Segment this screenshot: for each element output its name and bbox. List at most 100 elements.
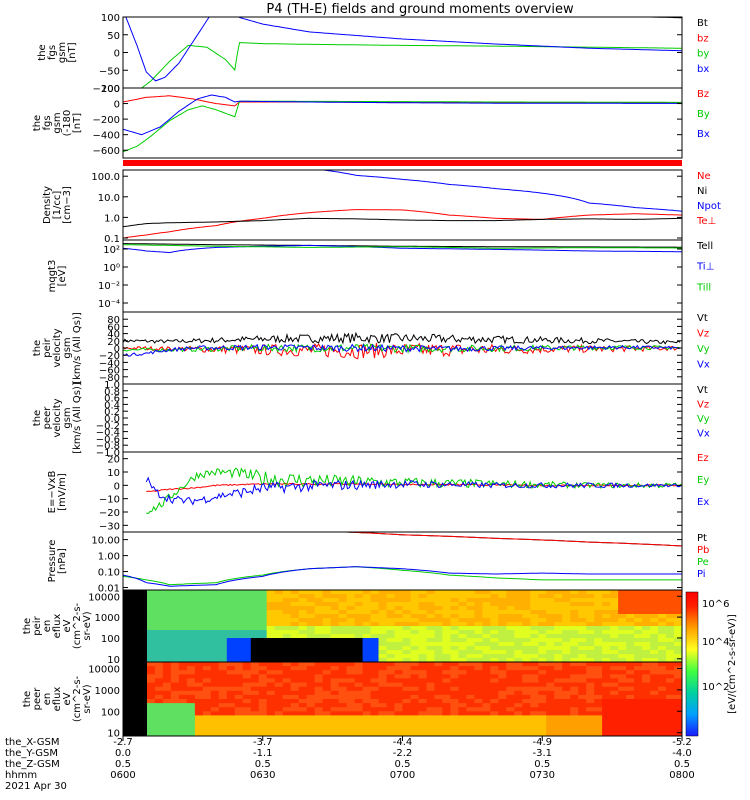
heatmap-cell bbox=[658, 622, 667, 627]
heatmap-cell bbox=[666, 658, 675, 662]
heatmap-cell bbox=[194, 678, 204, 684]
heatmap-cell bbox=[466, 719, 475, 725]
heatmap-cell bbox=[618, 727, 627, 733]
heatmap-cell bbox=[330, 682, 340, 688]
heatmap-cell bbox=[562, 618, 571, 623]
heatmap-cell bbox=[210, 618, 220, 623]
heatmap-cell bbox=[586, 610, 595, 615]
heatmap-cell bbox=[123, 626, 132, 631]
y-tick-label: −40 bbox=[99, 358, 120, 369]
heatmap-cell bbox=[123, 703, 132, 708]
heatmap-cell bbox=[226, 614, 236, 619]
heatmap-cell bbox=[218, 650, 228, 655]
heatmap-cell bbox=[554, 727, 563, 733]
heatmap-cell bbox=[506, 666, 515, 671]
heatmap-cell bbox=[506, 707, 515, 712]
heatmap-cell bbox=[186, 598, 196, 603]
heatmap-cell bbox=[490, 590, 499, 595]
heatmap-cell bbox=[594, 707, 603, 712]
heatmap-cell bbox=[442, 707, 451, 712]
y-tick-label: −0.4 bbox=[96, 428, 120, 439]
heatmap-cell bbox=[194, 626, 204, 631]
heatmap-cell bbox=[242, 622, 252, 627]
heatmap-cell bbox=[147, 674, 156, 679]
heatmap-cell bbox=[226, 662, 236, 667]
heatmap-cell bbox=[618, 614, 627, 619]
heatmap-cell bbox=[202, 630, 212, 635]
heatmap-cell bbox=[498, 606, 507, 611]
ephemeris-value: -4.4 bbox=[393, 737, 413, 748]
heatmap-cell bbox=[674, 711, 682, 716]
heatmap-cell bbox=[554, 715, 563, 721]
heatmap-cell bbox=[410, 686, 420, 692]
heatmap-cell bbox=[578, 731, 587, 736]
heatmap-cell bbox=[618, 699, 627, 704]
heatmap-cell bbox=[442, 610, 451, 615]
heatmap-cell bbox=[202, 674, 212, 679]
heatmap-cell bbox=[250, 630, 260, 635]
heatmap-cell bbox=[578, 690, 587, 696]
heatmap-cell bbox=[522, 594, 531, 599]
heatmap-cell bbox=[426, 598, 436, 603]
heatmap-cell bbox=[498, 674, 507, 679]
heatmap-cell bbox=[178, 630, 188, 635]
heatmap-cell bbox=[282, 598, 292, 603]
heatmap-cell bbox=[538, 590, 547, 595]
heatmap-cell bbox=[546, 650, 555, 655]
heatmap-cell bbox=[554, 731, 563, 736]
heatmap-cell bbox=[266, 662, 276, 667]
heatmap-cell bbox=[506, 590, 515, 595]
heatmap-cell bbox=[586, 658, 595, 662]
heatmap-cell bbox=[306, 614, 316, 619]
heatmap-cell bbox=[258, 699, 268, 704]
heatmap-cell bbox=[394, 727, 404, 733]
heatmap-cell bbox=[338, 662, 348, 667]
heatmap-cell bbox=[378, 610, 388, 615]
heatmap-cell bbox=[450, 670, 459, 675]
heatmap-cell bbox=[258, 686, 268, 692]
heatmap-cell bbox=[362, 686, 372, 692]
heatmap-cell bbox=[458, 626, 467, 631]
heatmap-cell bbox=[482, 642, 491, 647]
y-tick-label: 20 bbox=[107, 337, 120, 348]
heatmap-cell bbox=[306, 707, 316, 712]
heatmap-cell bbox=[418, 658, 428, 662]
heatmap-cell bbox=[314, 622, 324, 627]
heatmap-cell bbox=[170, 614, 180, 619]
heatmap-cell bbox=[274, 614, 284, 619]
heatmap-cell bbox=[234, 654, 244, 659]
heatmap-cell bbox=[362, 594, 372, 599]
heatmap-cell bbox=[546, 602, 555, 607]
heatmap-cell bbox=[602, 614, 611, 619]
heatmap-cell bbox=[618, 626, 627, 631]
heatmap-cell bbox=[562, 731, 571, 736]
heatmap-cell bbox=[314, 602, 324, 607]
heatmap-cell bbox=[386, 598, 396, 603]
heatmap-cell bbox=[570, 690, 579, 696]
y-axis-label: [nT] bbox=[72, 113, 83, 133]
heatmap-cell bbox=[274, 594, 284, 599]
heatmap-cell bbox=[610, 703, 619, 708]
heatmap-cell bbox=[434, 650, 443, 655]
heatmap-cell bbox=[562, 590, 571, 595]
heatmap-cell bbox=[298, 686, 308, 692]
heatmap-cell bbox=[426, 594, 436, 599]
heatmap-cell bbox=[210, 682, 220, 688]
heatmap-cell bbox=[626, 727, 635, 733]
heatmap-cell bbox=[642, 674, 651, 679]
heatmap-cell bbox=[514, 703, 523, 708]
heatmap-cell bbox=[226, 634, 236, 639]
heatmap-cell bbox=[498, 666, 507, 671]
heatmap-cell bbox=[186, 630, 196, 635]
heatmap-cell bbox=[218, 658, 228, 662]
heatmap-cell bbox=[226, 727, 236, 733]
heatmap-cell bbox=[450, 699, 459, 704]
heatmap-cell bbox=[274, 690, 284, 696]
heatmap-cell bbox=[306, 598, 316, 603]
heatmap-cell bbox=[242, 646, 252, 651]
heatmap-cell bbox=[234, 731, 244, 736]
heatmap-cell bbox=[258, 727, 268, 733]
heatmap-cell bbox=[554, 630, 563, 635]
heatmap-cell bbox=[498, 594, 507, 599]
